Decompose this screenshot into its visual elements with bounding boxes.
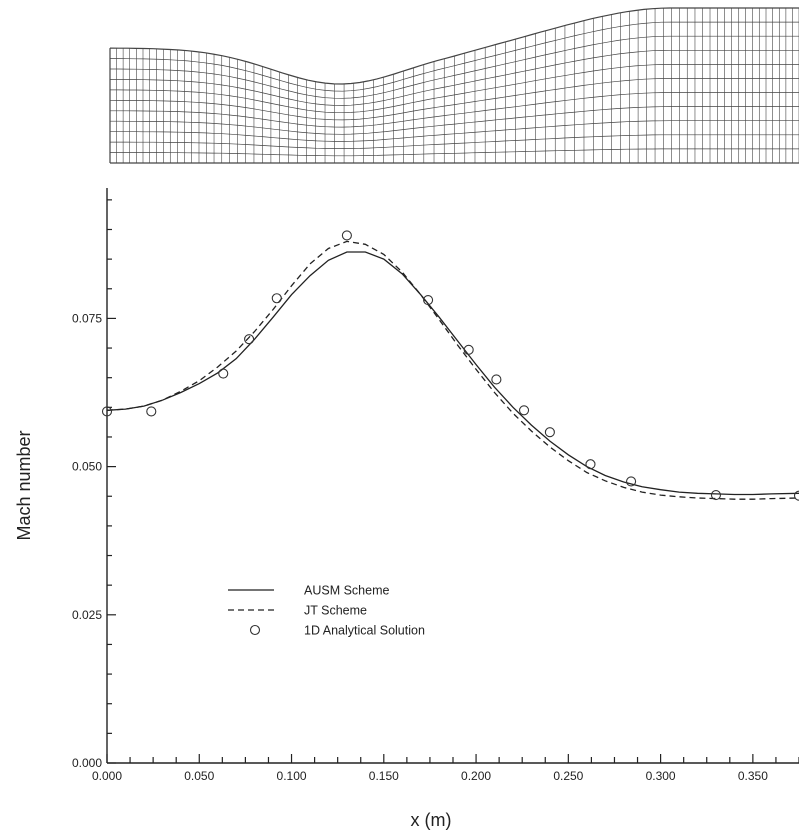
chart-legend: AUSM Scheme JT Scheme 1D Analytical Soluti… bbox=[228, 584, 425, 638]
x-axis-ticks: 0.000 0.050 0.100 0.150 0.200 0.250 0.300 0.350 bbox=[92, 754, 799, 783]
computational-mesh-grid bbox=[109, 7, 799, 164]
x-tick-label: 0.000 bbox=[92, 769, 122, 783]
x-tick-label: 0.150 bbox=[369, 769, 399, 783]
analytical-solution-point bbox=[518, 405, 530, 416]
analytical-solution-point bbox=[463, 344, 474, 355]
y-tick-label: 0.075 bbox=[72, 311, 102, 325]
analytical-solution-point bbox=[101, 406, 113, 417]
analytical-solution-point bbox=[585, 459, 596, 470]
y-tick-label: 0.025 bbox=[72, 608, 102, 622]
y-axis-title: Mach number bbox=[14, 430, 34, 540]
legend-label: 1D Analytical Solution bbox=[304, 624, 425, 638]
analytical-solution-point bbox=[244, 334, 255, 345]
x-tick-label: 0.100 bbox=[277, 769, 307, 783]
x-tick-label: 0.200 bbox=[461, 769, 491, 783]
analytical-solution-point bbox=[146, 406, 157, 417]
analytical-solution-point bbox=[626, 476, 637, 487]
analytical-solution-point bbox=[710, 490, 722, 501]
analytical-solution-point bbox=[271, 293, 282, 304]
ausm-scheme-line bbox=[106, 251, 799, 496]
jt-scheme-line bbox=[106, 240, 799, 500]
x-tick-label: 0.300 bbox=[646, 769, 676, 783]
y-tick-label: 0.050 bbox=[72, 460, 102, 474]
analytical-solution-point bbox=[491, 374, 502, 385]
x-axis-title: x (m) bbox=[411, 810, 452, 830]
analytical-solution-point bbox=[218, 368, 229, 379]
analytical-solution-point bbox=[793, 490, 799, 501]
x-tick-label: 0.250 bbox=[553, 769, 583, 783]
legend-marker-analytical bbox=[249, 624, 261, 636]
analytical-solution-point bbox=[544, 427, 555, 438]
y-tick-label: 0.000 bbox=[72, 756, 102, 770]
chart-axes: 0.000 0.025 0.050 0.075 0.000 0.050 0.100 0.15… bbox=[72, 188, 799, 783]
analytical-solution-point bbox=[423, 294, 434, 306]
analytical-solution-point bbox=[341, 230, 352, 241]
legend-label: AUSM Scheme bbox=[304, 584, 389, 598]
y-axis-ticks: 0.000 0.025 0.050 0.075 bbox=[72, 199, 116, 770]
legend-label: JT Scheme bbox=[304, 604, 367, 618]
x-tick-label: 0.050 bbox=[184, 769, 214, 783]
chart-series bbox=[101, 230, 799, 501]
x-tick-label: 0.350 bbox=[738, 769, 768, 783]
